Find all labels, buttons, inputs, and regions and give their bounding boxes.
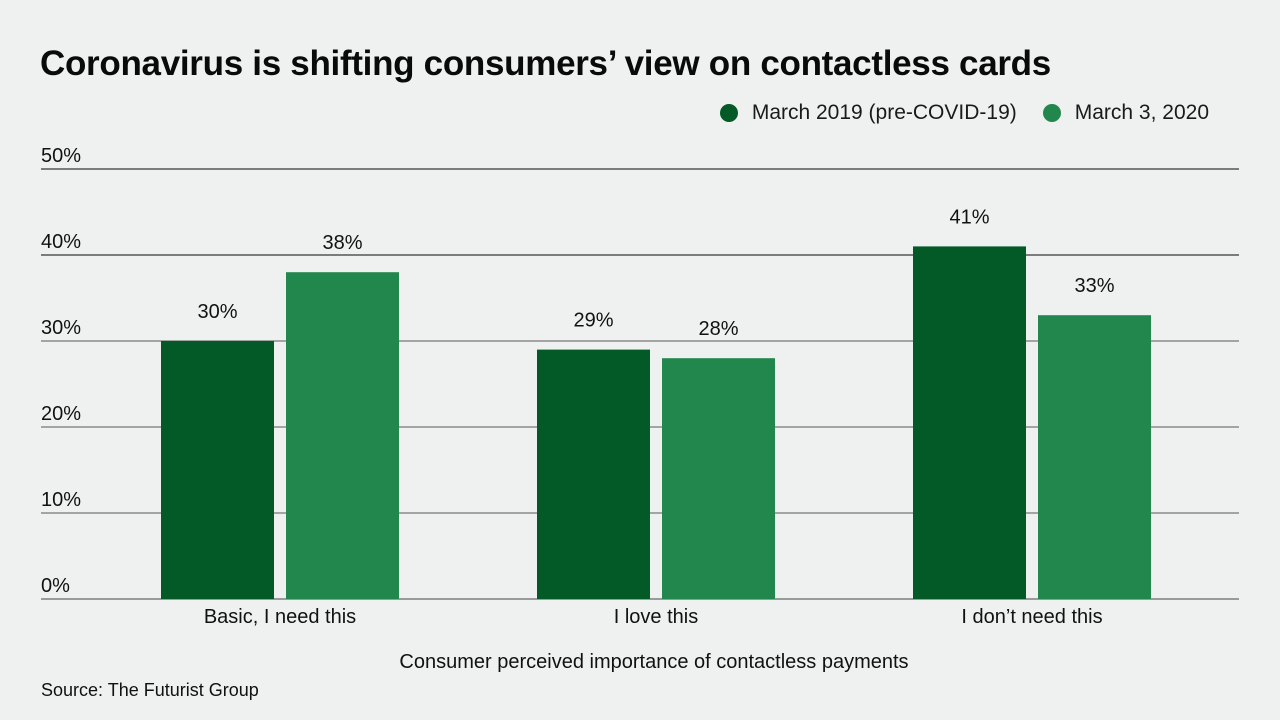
bars [161,246,1151,599]
legend-label-series-1: March 3, 2020 [1074,101,1209,124]
bar-series-1-category-2 [1038,315,1151,599]
y-tick-label: 20% [41,403,81,425]
legend-label-series-0: March 2019 (pre-COVID-19) [751,101,1017,124]
x-tick-label: I love this [614,606,698,628]
y-tick-label: 30% [41,317,81,339]
legend-swatch-series-0 [719,104,738,122]
bar-series-1-category-0 [286,272,399,599]
chart-title: Coronavirus is shifting consumers’ view … [40,44,1051,83]
legend-item-series-1: March 3, 2020 [1042,101,1209,125]
data-label: 41% [949,206,989,228]
legend-swatch-series-1 [1042,104,1061,122]
y-axis-ticks: 0% 10% 20% 30% 40% 50% [41,145,81,597]
x-tick-label: I don’t need this [961,606,1102,628]
x-tick-label: Basic, I need this [204,606,356,628]
data-labels: 30% 38% 29% 28% 41% 33% [197,206,1114,340]
data-label: 33% [1074,275,1114,297]
data-label: 38% [322,232,362,254]
y-tick-label: 10% [41,489,81,511]
x-axis-title: Consumer perceived importance of contact… [399,651,908,673]
bar-series-0-category-0 [161,341,274,599]
y-tick-label: 50% [41,145,81,167]
data-label: 29% [573,310,613,332]
x-axis-ticks: Basic, I need this I love this I don’t nee… [204,606,1103,628]
bar-series-0-category-2 [913,246,1026,599]
data-label: 30% [197,301,237,323]
y-tick-label: 0% [41,575,70,597]
bar-series-1-category-1 [662,358,775,599]
data-label: 28% [698,318,738,340]
source-note: Source: The Futurist Group [41,680,259,700]
y-tick-label: 40% [41,231,81,253]
bar-series-0-category-1 [537,349,650,599]
legend-item-series-0: March 2019 (pre-COVID-19) [719,101,1017,125]
chart-legend: March 2019 (pre-COVID-19) March 3, 2020 [694,101,1209,125]
